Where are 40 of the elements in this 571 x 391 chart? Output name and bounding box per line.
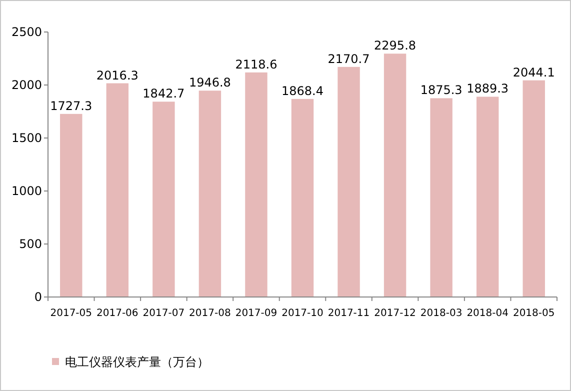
x-tick-label: 2018-04: [466, 308, 508, 319]
bar: [291, 98, 314, 297]
y-tick-label: 2500: [11, 25, 42, 39]
y-tick-label: 500: [19, 237, 42, 251]
x-tick-label: 2017-07: [142, 308, 185, 319]
data-label: 1727.3: [50, 98, 92, 113]
x-tick-label: 2017-09: [235, 308, 278, 319]
x-tick-label: 2017-08: [189, 308, 231, 319]
data-label: 2044.1: [512, 65, 555, 80]
x-tick-label: 2017-10: [282, 308, 324, 319]
data-label: 1875.3: [420, 83, 462, 98]
x-tick-label: 2018-03: [420, 308, 462, 319]
bar: [430, 98, 452, 297]
bar: [106, 83, 129, 297]
bar: [384, 54, 406, 297]
x-tick-label: 2018-05: [512, 308, 555, 319]
data-label: 1868.4: [282, 84, 324, 98]
x-tick-label: 2017-05: [50, 308, 92, 319]
x-tick-label: 2017-11: [328, 308, 370, 319]
bar: [522, 80, 545, 297]
bar: [338, 66, 360, 297]
data-label: 1842.7: [142, 86, 185, 101]
data-label: 2016.3: [96, 68, 138, 82]
y-tick-label: 1000: [11, 184, 42, 198]
data-label: 1889.3: [466, 82, 509, 96]
bar: [198, 90, 222, 297]
data-label: 2295.8: [374, 38, 416, 53]
bar: [245, 72, 268, 297]
legend-label: 电工仪器仪表产量（万台）: [65, 355, 209, 369]
bar: [152, 102, 175, 297]
bar: [60, 114, 82, 297]
y-tick-label: 2000: [11, 78, 42, 92]
x-tick-label: 2017-12: [374, 308, 416, 319]
data-label: 2170.7: [328, 52, 370, 66]
y-tick-label: 0: [34, 290, 42, 304]
y-tick-label: 1500: [11, 131, 42, 145]
data-label: 2118.6: [235, 57, 278, 72]
data-label: 1946.8: [188, 76, 231, 90]
x-tick-label: 2017-06: [96, 308, 138, 319]
bar: [476, 96, 499, 297]
